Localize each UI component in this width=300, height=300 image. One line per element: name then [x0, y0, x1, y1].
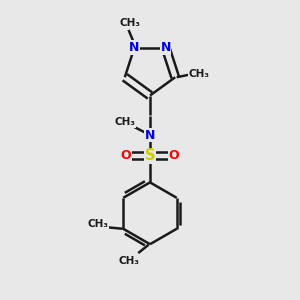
- Text: O: O: [169, 149, 179, 162]
- Text: CH₃: CH₃: [189, 69, 210, 79]
- Text: CH₃: CH₃: [119, 18, 140, 28]
- Text: N: N: [129, 41, 140, 54]
- Text: CH₃: CH₃: [118, 256, 140, 266]
- Text: N: N: [145, 129, 155, 142]
- Text: N: N: [160, 41, 171, 54]
- Text: CH₃: CH₃: [87, 219, 108, 229]
- Text: S: S: [145, 148, 155, 164]
- Text: CH₃: CH₃: [115, 117, 136, 127]
- Text: O: O: [121, 149, 131, 162]
